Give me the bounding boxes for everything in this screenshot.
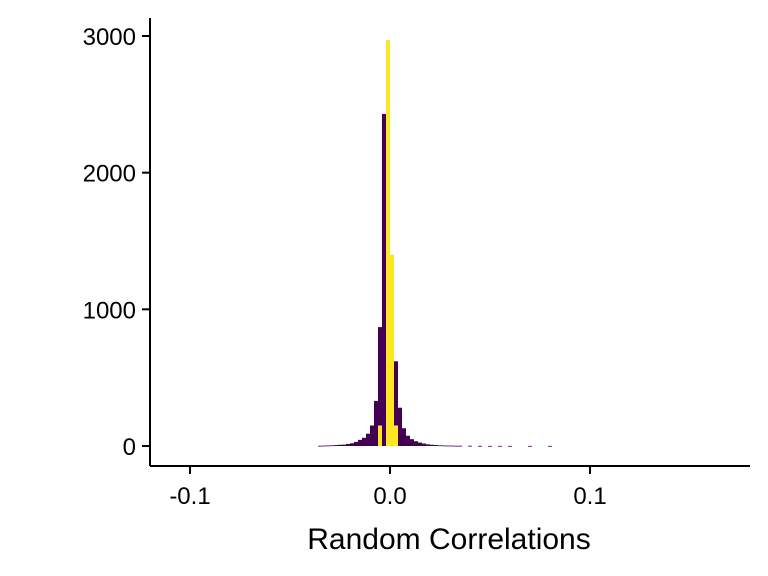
- histogram-bar: [434, 445, 438, 446]
- histogram-bar: [342, 444, 346, 446]
- histogram-bar: [326, 445, 330, 447]
- x-axis-ticks: -0.1 0.0 0.1: [169, 466, 607, 510]
- histogram-bar-highlight: [378, 425, 382, 446]
- histogram-bar: [346, 443, 350, 446]
- y-tick-label: 3000: [83, 24, 136, 51]
- histogram-bar: [414, 441, 418, 446]
- histogram-bar: [350, 443, 354, 446]
- histogram-bar: [438, 445, 442, 447]
- histogram-bar: [418, 442, 422, 446]
- histogram-bar: [442, 445, 446, 447]
- y-tick-label: 0: [123, 434, 136, 461]
- x-axis-title: Random Correlations: [307, 523, 590, 556]
- histogram-bar: [378, 327, 382, 426]
- histogram-bar: [528, 445, 532, 447]
- histogram-bar: [454, 445, 458, 447]
- y-axis-ticks: 0 1000 2000 3000: [83, 24, 150, 461]
- histogram-bar: [374, 400, 378, 446]
- histogram-bar: [426, 444, 430, 446]
- histogram-bar: [446, 445, 450, 447]
- histogram-bar: [422, 443, 426, 446]
- histogram-bar: [334, 445, 338, 446]
- y-tick-label: 1000: [83, 297, 136, 324]
- histogram-bar: [318, 445, 322, 447]
- histogram-bar-highlight: [390, 254, 394, 446]
- histogram-bar: [508, 445, 512, 447]
- y-tick-label: 2000: [83, 161, 136, 188]
- x-tick-label: 0.0: [373, 483, 406, 510]
- histogram-bar: [354, 441, 358, 446]
- plot-area: [318, 40, 552, 447]
- histogram-bar: [330, 445, 334, 447]
- histogram-bar: [382, 113, 386, 447]
- histogram-bar: [358, 439, 362, 446]
- histogram-bar: [498, 445, 502, 447]
- histogram-bar: [398, 407, 402, 446]
- histogram-bar: [322, 445, 326, 447]
- histogram-bar: [410, 439, 414, 446]
- histogram-bar: [478, 445, 482, 447]
- histogram-bar: [488, 445, 492, 447]
- x-tick-label: 0.1: [573, 483, 606, 510]
- histogram-bar: [450, 445, 454, 447]
- histogram-bar: [394, 361, 398, 426]
- histogram-bar: [402, 428, 406, 446]
- histogram-bar: [406, 435, 410, 446]
- histogram-bar: [458, 445, 462, 447]
- histogram-bar: [468, 445, 472, 447]
- histogram-bar: [362, 437, 366, 446]
- x-tick-label: -0.1: [169, 483, 210, 510]
- histogram-bar: [370, 425, 374, 446]
- histogram-bar: [548, 445, 552, 447]
- histogram-bar-highlight: [394, 425, 398, 446]
- histogram-bar-highlight: [386, 40, 390, 446]
- histogram-bar: [366, 433, 370, 446]
- histogram-bar: [338, 444, 342, 446]
- histogram-bar: [430, 444, 434, 446]
